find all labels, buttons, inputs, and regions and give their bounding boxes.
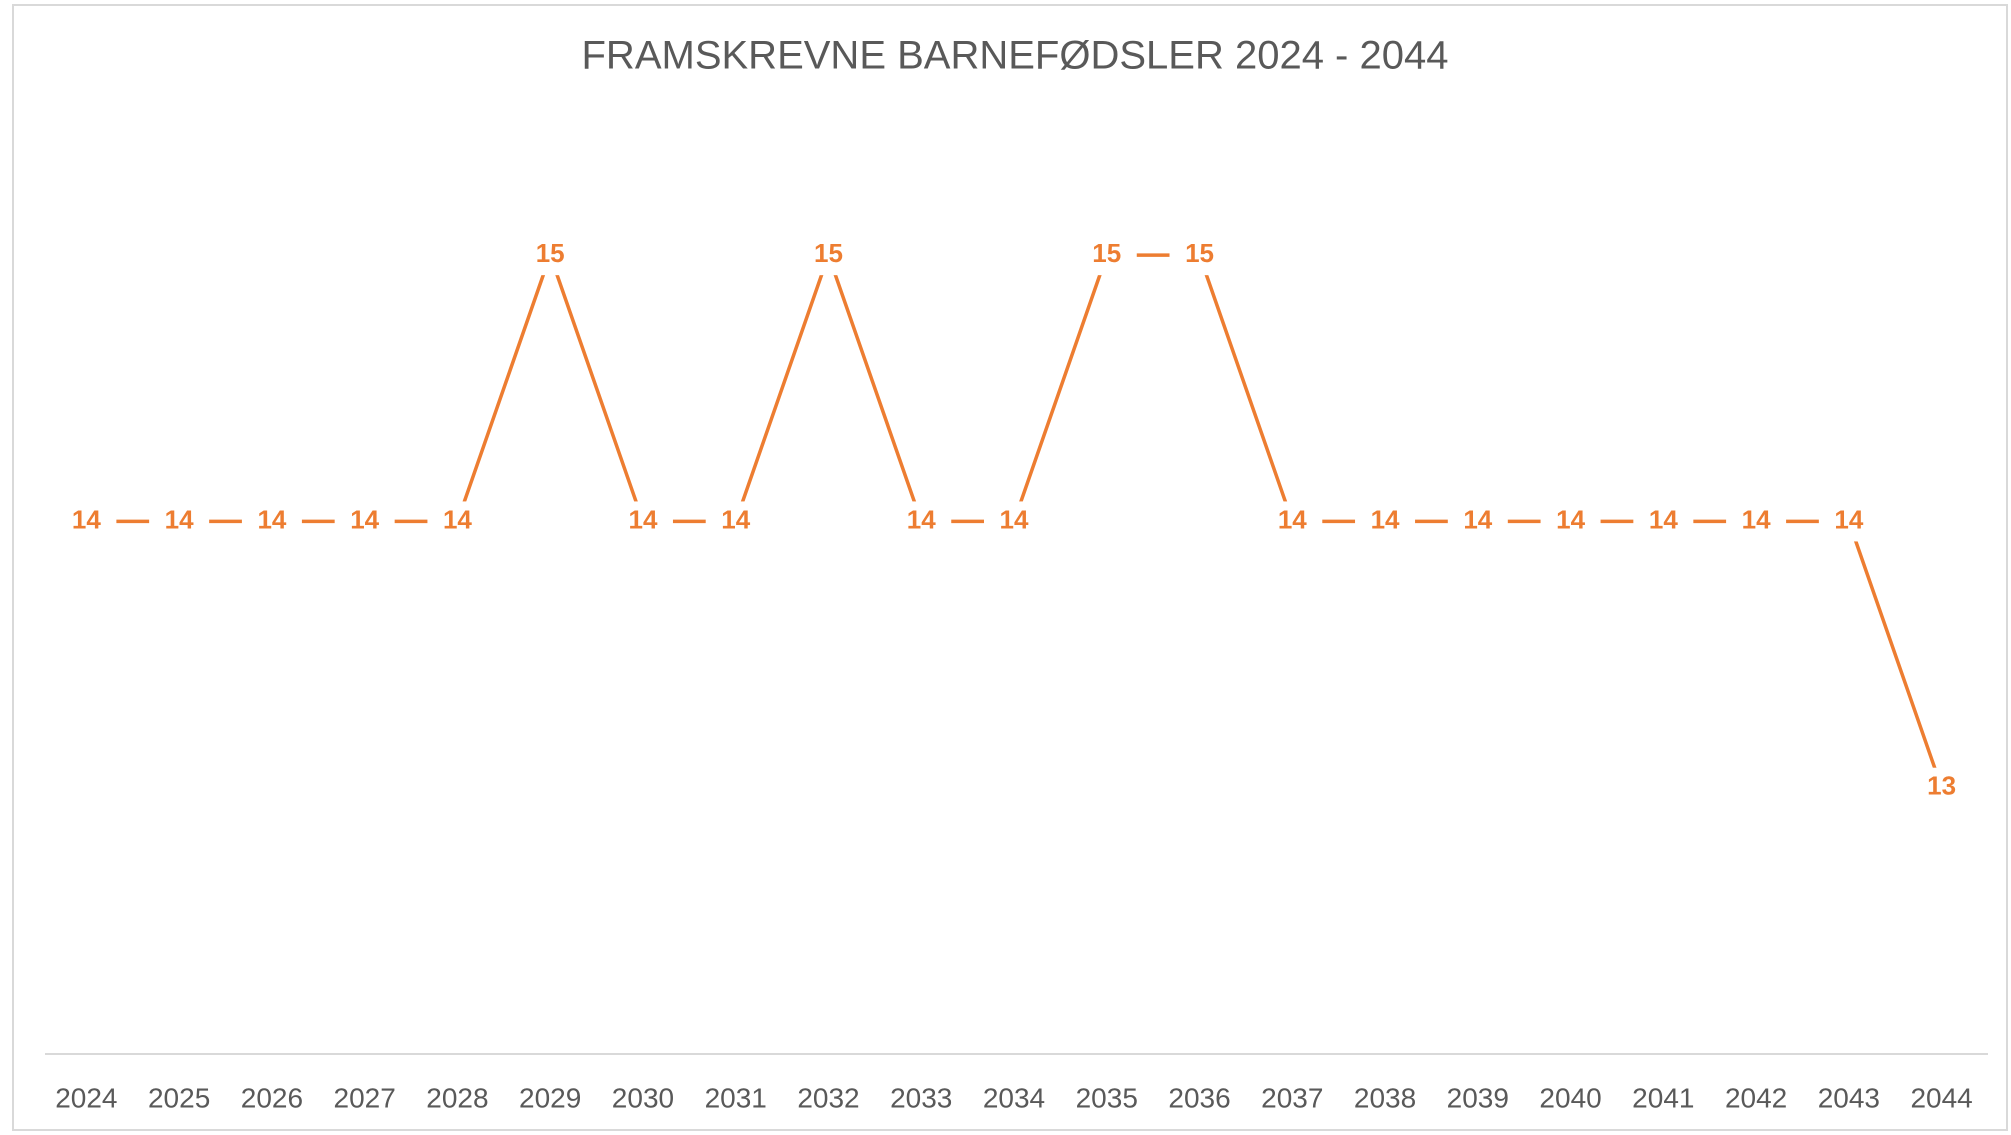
data-label: 15 [1092, 238, 1121, 268]
label-background [1726, 501, 1787, 542]
data-label: 14 [1463, 504, 1492, 534]
label-background [427, 501, 488, 542]
label-background [1447, 501, 1508, 542]
x-tick-label: 2032 [797, 1082, 859, 1113]
data-label: 14 [72, 504, 101, 534]
label-background [149, 501, 210, 542]
data-label: 14 [628, 504, 657, 534]
x-tick-label: 2029 [519, 1082, 581, 1113]
x-tick-label: 2043 [1818, 1082, 1880, 1113]
label-background [705, 501, 766, 542]
label-background [1355, 501, 1416, 542]
x-tick-label: 2044 [1910, 1082, 1972, 1113]
label-background [241, 501, 302, 542]
x-tick-label: 2035 [1076, 1082, 1138, 1113]
chart-border [12, 4, 2008, 1131]
x-tick-label: 2040 [1539, 1082, 1601, 1113]
data-label: 15 [536, 238, 565, 268]
label-background [798, 235, 859, 276]
label-background [1262, 501, 1323, 542]
data-label: 14 [721, 504, 750, 534]
label-background [1076, 235, 1137, 276]
data-label: 14 [1371, 504, 1400, 534]
data-label: 14 [1649, 504, 1678, 534]
data-label: 14 [165, 504, 194, 534]
x-tick-label: 2036 [1168, 1082, 1230, 1113]
x-tick-label: 2033 [890, 1082, 952, 1113]
data-label: 14 [1278, 504, 1307, 534]
x-tick-label: 2039 [1447, 1082, 1509, 1113]
data-label: 14 [1742, 504, 1771, 534]
data-label: 14 [907, 504, 936, 534]
x-tick-label: 2026 [241, 1082, 303, 1113]
label-background [891, 501, 952, 542]
label-background [1633, 501, 1694, 542]
label-background [520, 235, 581, 276]
label-background [56, 501, 117, 542]
data-label: 14 [257, 504, 286, 534]
data-label: 14 [1000, 504, 1029, 534]
data-label: 14 [1556, 504, 1585, 534]
x-tick-label: 2041 [1632, 1082, 1694, 1113]
x-tick-label: 2031 [705, 1082, 767, 1113]
label-background [1540, 501, 1601, 542]
data-label: 14 [350, 504, 379, 534]
x-tick-label: 2034 [983, 1082, 1045, 1113]
label-background [1169, 235, 1230, 276]
data-label: 13 [1927, 771, 1956, 801]
label-background [334, 501, 395, 542]
x-tick-label: 2030 [612, 1082, 674, 1113]
label-background [984, 501, 1044, 542]
x-tick-label: 2028 [426, 1082, 488, 1113]
x-tick-label: 2027 [334, 1082, 396, 1113]
x-tick-label: 2038 [1354, 1082, 1416, 1113]
chart-title: FRAMSKREVNE BARNEFØDSLER 2024 - 2044 [582, 34, 1449, 78]
data-label: 15 [1185, 238, 1214, 268]
x-tick-label: 2042 [1725, 1082, 1787, 1113]
x-tick-label: 2037 [1261, 1082, 1323, 1113]
label-background [1911, 767, 1972, 808]
label-background [612, 501, 673, 542]
x-tick-label: 2024 [55, 1082, 117, 1113]
label-background [1818, 501, 1879, 542]
data-label: 14 [1834, 504, 1863, 534]
x-tick-label: 2025 [148, 1082, 210, 1113]
data-label: 15 [814, 238, 843, 268]
data-label: 14 [443, 504, 472, 534]
